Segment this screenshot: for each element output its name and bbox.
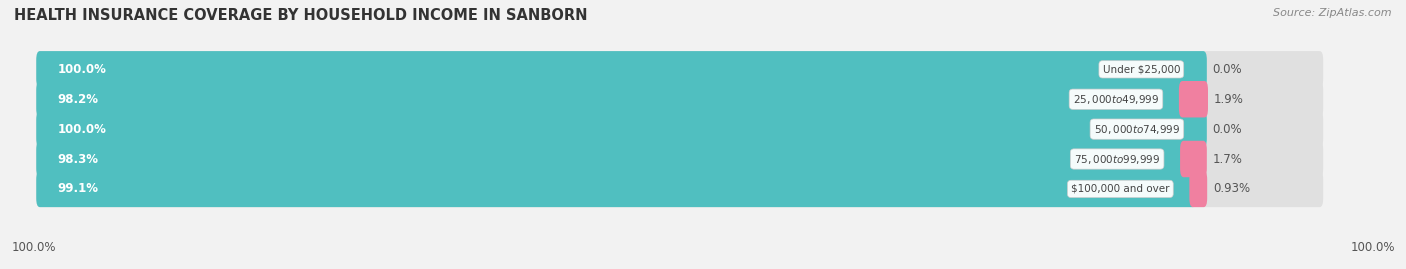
FancyBboxPatch shape (1189, 171, 1208, 207)
Text: 100.0%: 100.0% (58, 63, 105, 76)
Text: 100.0%: 100.0% (58, 123, 105, 136)
FancyBboxPatch shape (37, 51, 1206, 88)
Text: 0.0%: 0.0% (1212, 123, 1243, 136)
FancyBboxPatch shape (37, 81, 1323, 118)
Text: 100.0%: 100.0% (11, 241, 56, 254)
FancyBboxPatch shape (37, 111, 1323, 147)
FancyBboxPatch shape (37, 171, 1323, 207)
FancyBboxPatch shape (37, 81, 1185, 118)
FancyBboxPatch shape (37, 51, 1323, 88)
Text: 100.0%: 100.0% (1350, 241, 1395, 254)
Text: $50,000 to $74,999: $50,000 to $74,999 (1094, 123, 1180, 136)
Text: Under $25,000: Under $25,000 (1102, 64, 1180, 74)
FancyBboxPatch shape (1178, 81, 1208, 118)
Text: HEALTH INSURANCE COVERAGE BY HOUSEHOLD INCOME IN SANBORN: HEALTH INSURANCE COVERAGE BY HOUSEHOLD I… (14, 8, 588, 23)
Text: 0.93%: 0.93% (1213, 182, 1250, 195)
FancyBboxPatch shape (37, 111, 1206, 147)
FancyBboxPatch shape (37, 171, 1197, 207)
Text: 98.2%: 98.2% (58, 93, 98, 106)
Text: 1.9%: 1.9% (1213, 93, 1244, 106)
FancyBboxPatch shape (37, 141, 1323, 177)
Text: $100,000 and over: $100,000 and over (1071, 184, 1170, 194)
Text: 98.3%: 98.3% (58, 153, 98, 165)
Text: 1.7%: 1.7% (1212, 153, 1243, 165)
Text: 0.0%: 0.0% (1212, 63, 1243, 76)
Text: 99.1%: 99.1% (58, 182, 98, 195)
FancyBboxPatch shape (37, 141, 1187, 177)
Text: $75,000 to $99,999: $75,000 to $99,999 (1074, 153, 1160, 165)
Text: Source: ZipAtlas.com: Source: ZipAtlas.com (1274, 8, 1392, 18)
Text: $25,000 to $49,999: $25,000 to $49,999 (1073, 93, 1159, 106)
FancyBboxPatch shape (1180, 141, 1206, 177)
